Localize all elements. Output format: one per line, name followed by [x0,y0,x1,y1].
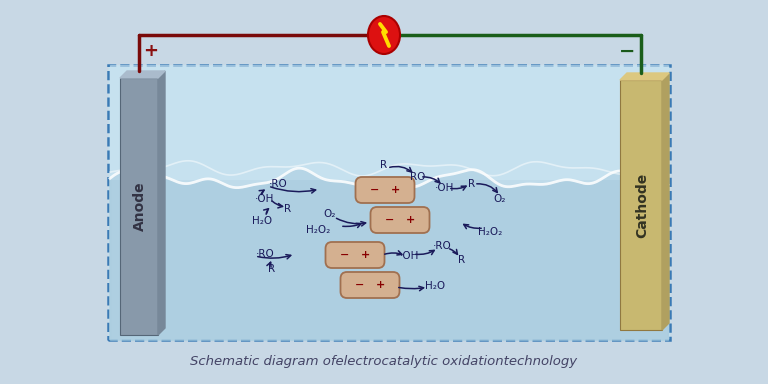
Text: R: R [269,264,276,274]
Polygon shape [158,71,165,335]
FancyBboxPatch shape [109,180,669,340]
Polygon shape [120,71,165,78]
Text: O₂: O₂ [494,194,506,204]
Text: ·RO: ·RO [432,241,452,251]
Text: +: + [144,42,158,60]
Text: ·OH: ·OH [400,251,419,261]
FancyBboxPatch shape [326,242,385,268]
Text: RO: RO [410,172,425,182]
Text: Schematic diagram ofelectrocatalytic oxidationtechnology: Schematic diagram ofelectrocatalytic oxi… [190,356,578,369]
Text: R: R [458,255,465,265]
Text: −: − [340,250,349,260]
FancyBboxPatch shape [370,207,429,233]
Text: +: + [376,280,385,290]
Text: ·RO: ·RO [256,249,274,259]
FancyBboxPatch shape [120,78,158,335]
FancyBboxPatch shape [356,177,415,203]
Text: R: R [284,204,292,214]
Text: Anode: Anode [133,182,147,231]
Text: H₂O₂: H₂O₂ [306,225,330,235]
FancyBboxPatch shape [108,65,670,340]
Text: Cathode: Cathode [635,172,649,238]
Text: +: + [390,185,400,195]
Text: −: − [619,41,635,61]
Text: H₂O₂: H₂O₂ [478,227,502,237]
Text: ·OH: ·OH [435,183,455,193]
Text: R: R [380,160,388,170]
Text: ·OH: ·OH [255,194,275,204]
Text: H₂O: H₂O [425,281,445,291]
Text: R: R [468,179,475,189]
Polygon shape [620,73,669,80]
Text: H₂O: H₂O [252,216,272,226]
Ellipse shape [368,16,400,54]
Text: −: − [355,280,365,290]
Text: +: + [360,250,369,260]
Text: +: + [406,215,415,225]
FancyBboxPatch shape [620,80,662,330]
Text: O₂: O₂ [324,209,336,219]
Polygon shape [662,73,669,330]
Text: −: − [386,215,395,225]
Text: −: − [370,185,379,195]
Text: ·RO: ·RO [269,179,287,189]
FancyBboxPatch shape [340,272,399,298]
